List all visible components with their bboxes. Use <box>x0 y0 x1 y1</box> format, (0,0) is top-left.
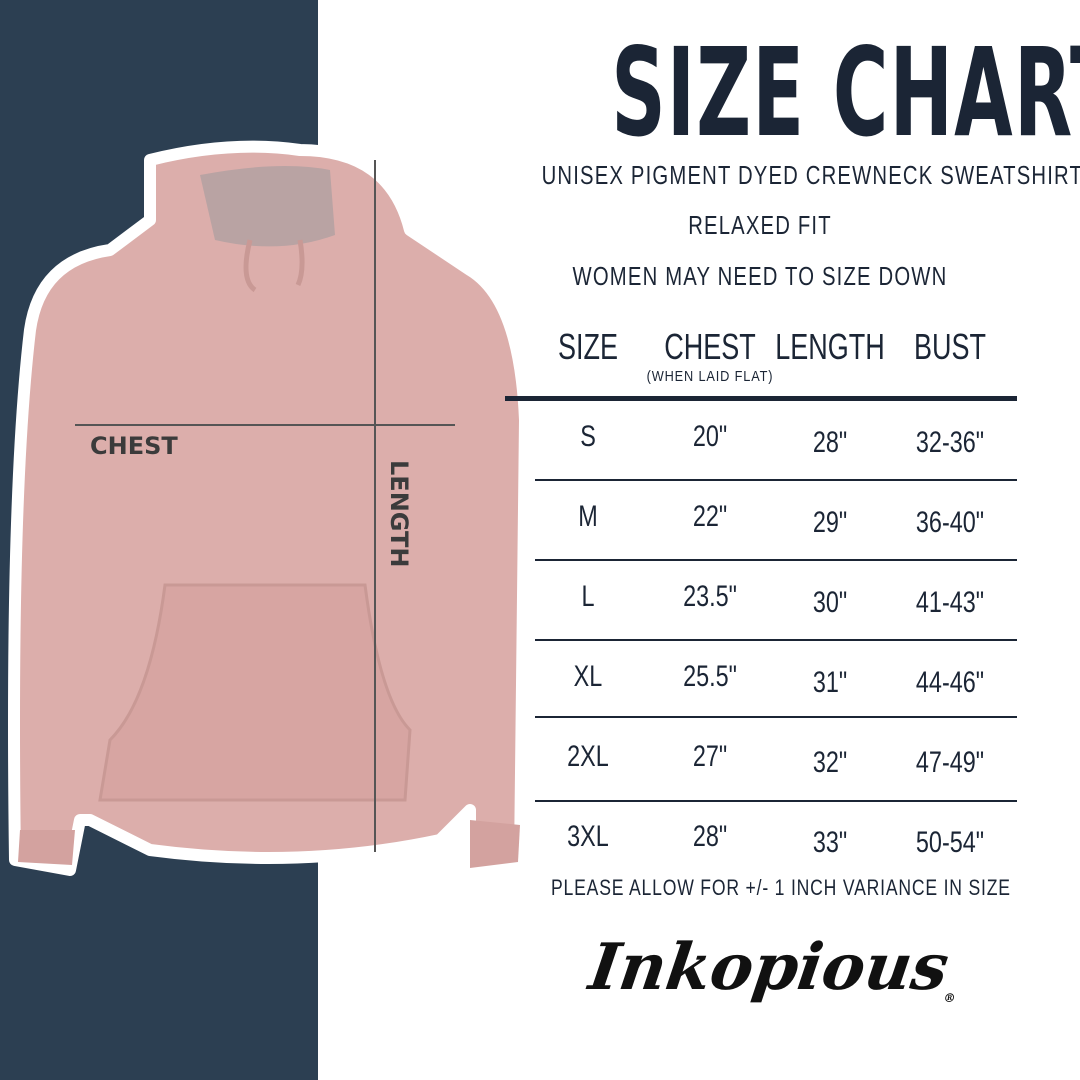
subtitle-size-note: WOMEN MAY NEED TO SIZE DOWN <box>572 261 948 291</box>
cell-size: 2XL <box>567 740 609 773</box>
cell-size: M <box>578 500 598 533</box>
chest-label: CHEST <box>90 432 178 460</box>
cell-size: S <box>580 420 596 453</box>
cell-size: L <box>581 580 595 613</box>
cell-size: 3XL <box>567 820 609 853</box>
hoodie-cuff-left <box>18 830 75 865</box>
cell-chest: 28" <box>692 820 728 853</box>
row-divider <box>535 639 1017 641</box>
header-size: SIZE <box>557 326 618 367</box>
cell-chest: 27" <box>692 740 728 773</box>
header-length: LENGTH <box>775 326 885 367</box>
cell-bust: 41-43" <box>915 586 985 619</box>
cell-bust: 32-36" <box>915 426 985 459</box>
cell-length: 30" <box>812 586 848 619</box>
hoodie-drawstrings <box>243 239 305 293</box>
cell-bust: 50-54" <box>915 826 985 859</box>
cell-chest: 25.5" <box>683 660 737 693</box>
subtitle-fit: RELAXED FIT <box>688 210 832 240</box>
cell-length: 32" <box>812 746 848 779</box>
cell-length: 31" <box>812 666 848 699</box>
row-divider <box>535 800 1017 802</box>
header-divider <box>505 396 1017 401</box>
cell-size: XL <box>573 660 603 693</box>
row-divider <box>535 559 1017 561</box>
header-chest: CHEST <box>664 326 756 367</box>
cell-chest: 23.5" <box>683 580 737 613</box>
page-title: SIZE CHART <box>611 22 1080 164</box>
cell-length: 29" <box>812 506 848 539</box>
inkopious-logo: Inkopious® <box>584 930 957 1005</box>
cell-bust: 44-46" <box>915 666 985 699</box>
row-divider <box>535 479 1017 481</box>
cell-bust: 36-40" <box>915 506 985 539</box>
hoodie-hood-inner <box>200 166 335 247</box>
chest-note: (WHEN LAID FLAT) <box>646 368 774 385</box>
row-divider <box>535 716 1017 718</box>
cell-length: 33" <box>812 826 848 859</box>
hoodie-image <box>14 146 525 870</box>
cell-chest: 22" <box>692 500 728 533</box>
hoodie-cuff-right <box>470 820 520 868</box>
cell-length: 28" <box>812 426 848 459</box>
cell-bust: 47-49" <box>915 746 985 779</box>
subtitle-product: UNISEX PIGMENT DYED CREWNECK SWEATSHIRT <box>541 160 1080 190</box>
variance-note: PLEASE ALLOW FOR +/- 1 INCH VARIANCE IN … <box>551 875 1011 900</box>
length-label: LENGTH <box>385 460 413 568</box>
header-bust: BUST <box>913 326 986 367</box>
cell-chest: 20" <box>692 420 728 453</box>
